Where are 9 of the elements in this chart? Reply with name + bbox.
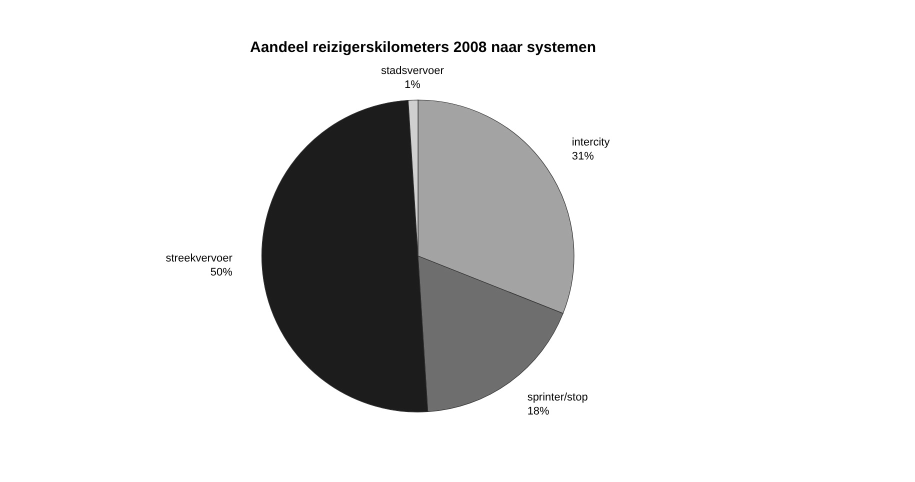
- slice-label: streekvervoer: [166, 252, 233, 265]
- data-label: 50%: [210, 266, 233, 279]
- data-label: 18%: [527, 405, 550, 418]
- slice-label: intercity: [572, 136, 610, 148]
- data-label: 31%: [572, 150, 594, 162]
- data-label: 1%: [404, 79, 421, 92]
- slice-label: stadsvervoer: [380, 65, 444, 78]
- chart-title: Aandeel reizigerskilometers 2008 naar systemen: [250, 39, 596, 56]
- slice-label: sprinter/stop: [527, 391, 588, 404]
